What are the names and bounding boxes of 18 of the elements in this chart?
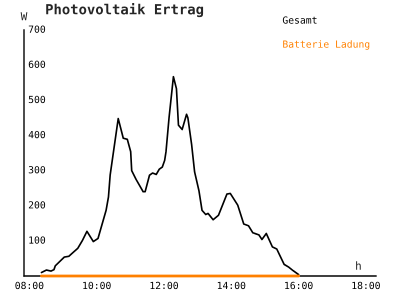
text: Gesamt [282, 16, 317, 24]
x-tick-label: 12:00 [150, 282, 178, 290]
y-tick-label: 100 [29, 236, 46, 244]
y-tick-label: 200 [28, 201, 46, 209]
y-tick-label: 300 [28, 166, 46, 174]
chart-title: Photovoltaik Ertrag [46, 2, 204, 18]
x-tick-label: 08:00 [15, 282, 44, 290]
x-axis-title: h [356, 261, 361, 270]
text: Batterie Ladung [283, 40, 370, 50]
y-axis-title: W [20, 12, 28, 20]
y-tick-label: 600 [28, 60, 46, 68]
x-tick-label: 18:00 [352, 282, 380, 290]
y-tick-label: 400 [28, 130, 46, 138]
x-tick-label: 10:00 [83, 282, 111, 290]
x-tick-label: 16:00 [285, 282, 313, 290]
x-tick-label: 14:00 [218, 282, 246, 290]
y-tick-label: 700 [28, 25, 46, 33]
y-tick-label: 500 [28, 96, 46, 104]
